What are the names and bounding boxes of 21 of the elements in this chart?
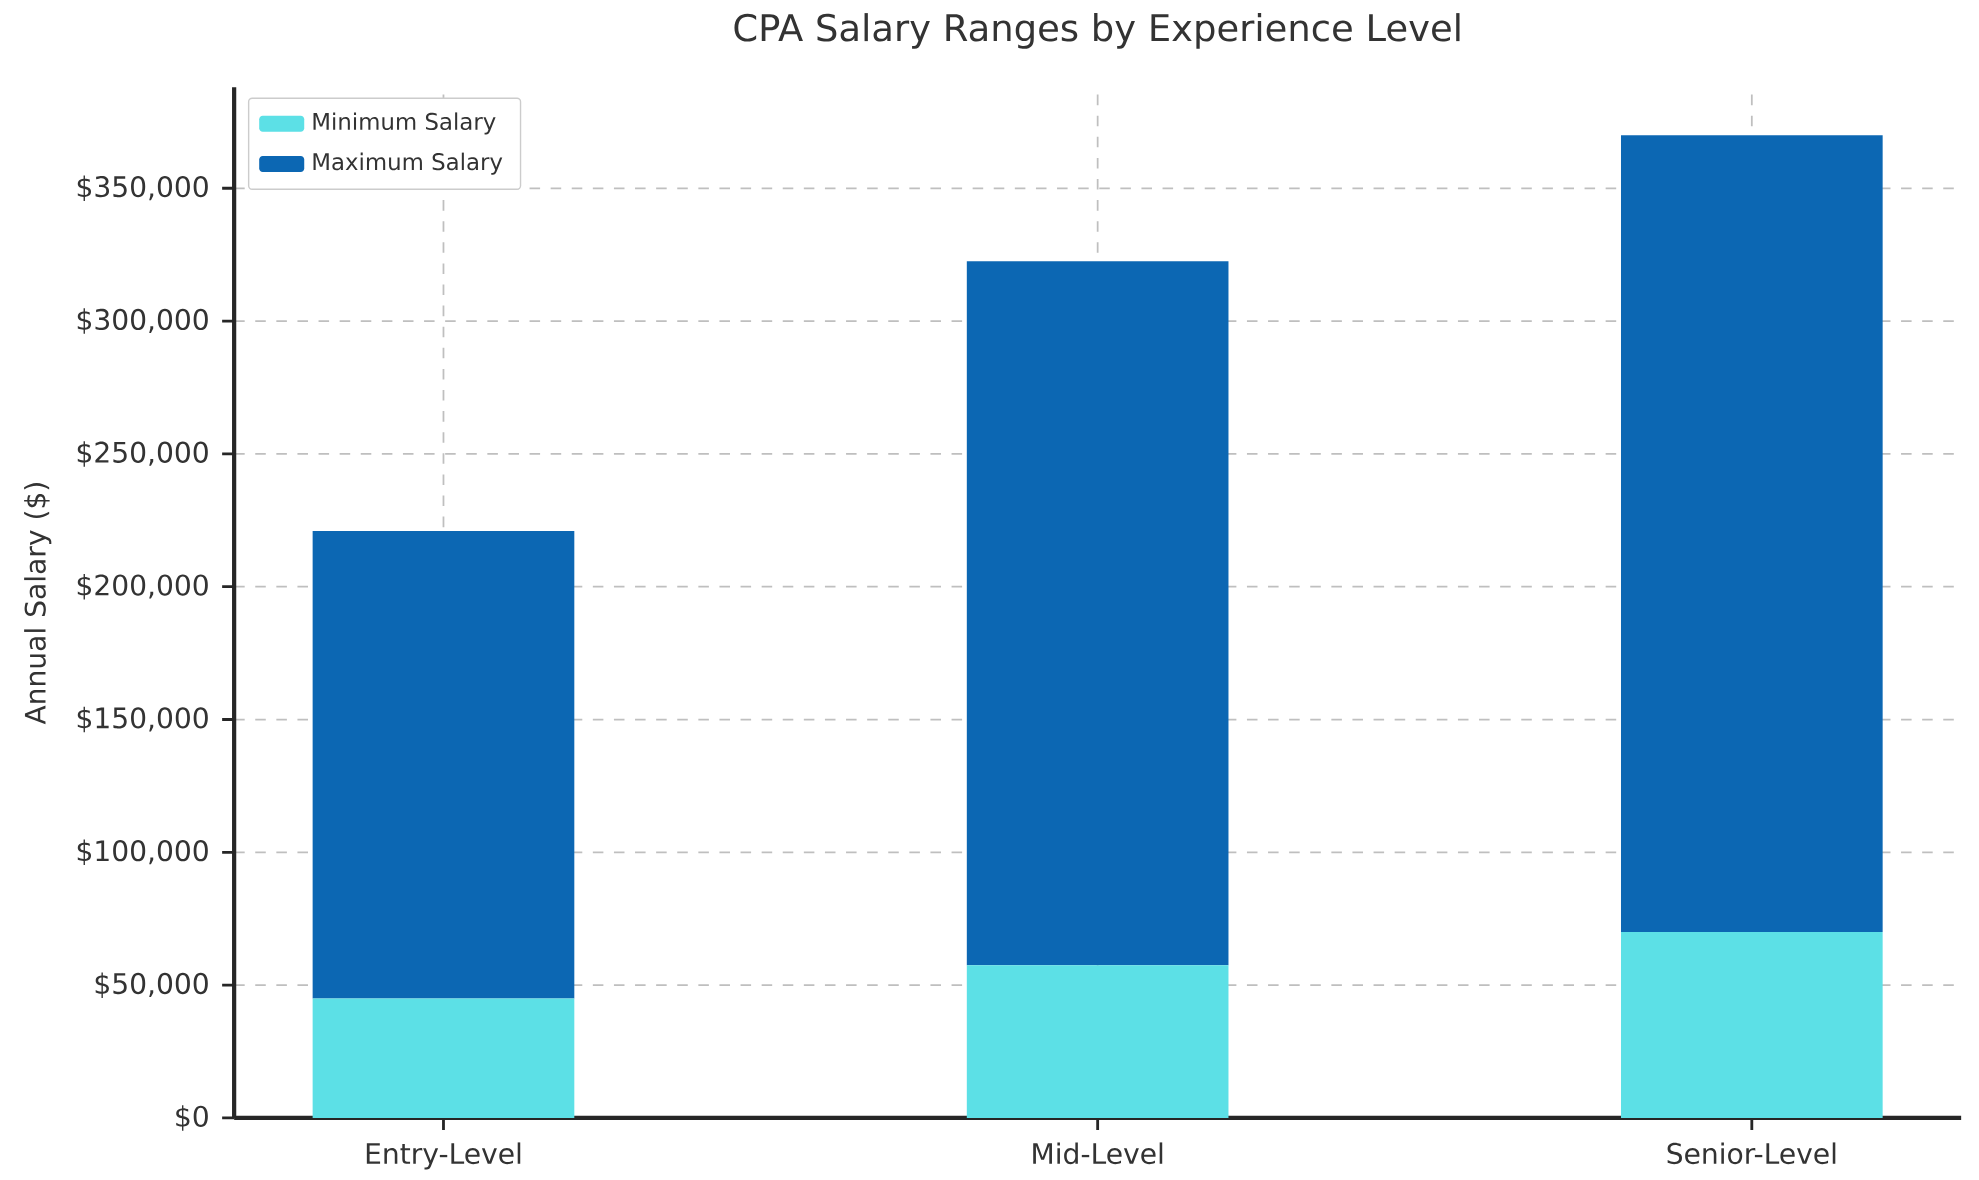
y-tick-label: $200,000 <box>77 573 208 600</box>
y-tick-label: $150,000 <box>77 706 208 733</box>
x-tick-label: Senior-Level <box>1667 1142 1836 1165</box>
legend-label: Minimum Salary <box>313 112 496 135</box>
x-tick-label: Mid-Level <box>1033 1142 1163 1165</box>
bar <box>966 965 1229 1118</box>
y-tick-label: $50,000 <box>95 972 208 998</box>
bar <box>1620 135 1883 933</box>
bar <box>312 530 575 999</box>
y-tick-label: $250,000 <box>77 441 208 467</box>
x-tick-label: Entry-Level <box>366 1142 521 1170</box>
y-tick-label: $100,000 <box>77 839 208 866</box>
legend-label: Maximum Salary <box>313 152 503 175</box>
bar <box>312 998 575 1118</box>
bar <box>966 261 1229 966</box>
chart-title: CPA Salary Ranges by Experience Level <box>734 13 1460 49</box>
y-tick-label: $0 <box>176 1105 208 1131</box>
y-tick-label: $350,000 <box>77 175 208 202</box>
y-axis-title: Annual Salary ($) <box>24 483 52 725</box>
y-tick-label: $300,000 <box>77 308 208 334</box>
bar <box>1620 932 1883 1118</box>
